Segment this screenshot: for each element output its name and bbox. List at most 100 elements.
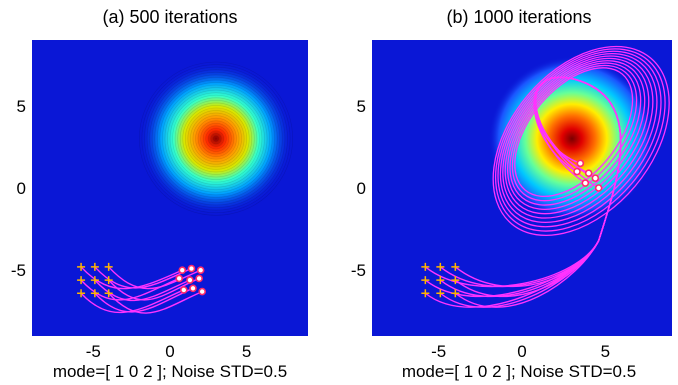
start-marker bbox=[436, 276, 445, 285]
contour-ring bbox=[200, 123, 232, 155]
start-marker bbox=[90, 289, 99, 298]
y-tick-label: 0 bbox=[17, 179, 26, 198]
contour-ring bbox=[159, 82, 273, 196]
start-marker bbox=[77, 289, 86, 298]
end-marker bbox=[573, 167, 581, 176]
contour-ring bbox=[151, 74, 281, 203]
start-marker bbox=[451, 262, 460, 271]
end-marker bbox=[186, 276, 194, 284]
x-tick-label: 0 bbox=[165, 342, 174, 361]
start-marker bbox=[451, 289, 460, 298]
start-marker bbox=[104, 289, 113, 298]
contour-ring bbox=[154, 77, 278, 201]
y-tick-label: 0 bbox=[357, 179, 366, 198]
end-marker bbox=[187, 264, 196, 273]
contour-ring bbox=[185, 107, 247, 170]
trajectory-line bbox=[454, 76, 622, 308]
panel-a-trajectories bbox=[80, 266, 203, 314]
trajectory-loop bbox=[502, 55, 654, 219]
contour-ring bbox=[172, 94, 260, 183]
start-marker bbox=[104, 276, 113, 285]
panel-b-y-ticks: 5 0 -5 bbox=[351, 97, 366, 280]
start-marker bbox=[421, 276, 430, 285]
end-marker bbox=[591, 174, 600, 182]
end-marker bbox=[594, 184, 603, 192]
contour-ring bbox=[164, 87, 268, 191]
panel-b-x-ticks: -5 0 5 bbox=[431, 342, 610, 361]
contour-ring bbox=[190, 112, 242, 165]
trajectory-line bbox=[94, 287, 194, 313]
y-tick-label: 5 bbox=[357, 97, 366, 116]
contour-ring bbox=[182, 105, 250, 173]
start-marker bbox=[90, 262, 99, 271]
contour-ring bbox=[192, 115, 240, 162]
panel-b-title: (b) 1000 iterations bbox=[446, 7, 591, 27]
end-marker bbox=[178, 266, 187, 275]
start-marker bbox=[421, 289, 430, 298]
panel-a-end-markers bbox=[175, 264, 206, 296]
end-marker bbox=[198, 287, 206, 296]
contour-ring bbox=[156, 79, 276, 198]
y-tick-label: 5 bbox=[17, 97, 26, 116]
contour-ring bbox=[139, 61, 293, 216]
contour-ring bbox=[169, 92, 263, 185]
contour-ring bbox=[208, 130, 224, 147]
start-marker bbox=[436, 262, 445, 271]
start-marker bbox=[77, 262, 86, 271]
end-marker bbox=[189, 284, 197, 293]
trajectory-loop bbox=[506, 60, 646, 211]
end-marker bbox=[576, 159, 585, 168]
trajectory-line bbox=[108, 290, 203, 314]
panel-a-x-ticks: -5 0 5 bbox=[86, 342, 252, 361]
start-marker bbox=[77, 276, 86, 285]
end-marker bbox=[180, 286, 188, 294]
panel-a-rings bbox=[139, 61, 293, 216]
contour-ring bbox=[146, 69, 286, 208]
contour-ring bbox=[195, 117, 237, 160]
x-tick-label: 5 bbox=[601, 342, 610, 361]
end-marker bbox=[196, 266, 205, 275]
x-tick-label: -5 bbox=[431, 342, 446, 361]
panel-a-caption: mode=[ 1 0 2 ]; Noise STD=0.5 bbox=[53, 362, 287, 381]
panel-a-title: (a) 500 iterations bbox=[102, 7, 237, 27]
panel-a-start-markers bbox=[77, 262, 113, 298]
start-marker bbox=[436, 289, 445, 298]
panel-a-y-ticks: 5 0 -5 bbox=[11, 97, 26, 280]
panel-a: (a) 500 iterations -5 0 5 5 0 -5 mode=[ 1 0 … bbox=[11, 7, 308, 381]
start-marker bbox=[90, 276, 99, 285]
trajectory-line bbox=[108, 277, 200, 301]
contour-ring bbox=[202, 125, 230, 152]
trajectory-loop bbox=[514, 67, 634, 198]
contour-ring bbox=[177, 100, 255, 178]
contour-ring bbox=[167, 89, 265, 188]
contour-ring bbox=[141, 64, 291, 214]
trajectory-line bbox=[108, 266, 201, 290]
start-marker bbox=[451, 276, 460, 285]
end-marker bbox=[581, 179, 590, 187]
end-marker bbox=[175, 274, 183, 283]
trajectory-line bbox=[80, 277, 180, 301]
contour-ring bbox=[213, 135, 219, 142]
start-marker bbox=[421, 262, 430, 271]
trajectory-loop bbox=[497, 50, 662, 228]
contour-ring bbox=[162, 84, 270, 193]
panel-b-start-markers bbox=[421, 262, 460, 298]
trajectory-loop bbox=[504, 57, 650, 215]
y-tick-label: -5 bbox=[11, 261, 26, 280]
contour-ring bbox=[210, 133, 222, 145]
panel-b-end-markers bbox=[573, 159, 603, 192]
end-marker bbox=[195, 274, 203, 283]
panel-b-caption: mode=[ 1 0 2 ]; Noise STD=0.5 bbox=[402, 362, 636, 381]
contour-ring bbox=[197, 120, 235, 157]
panel-b: (b) 1000 iterations -5 0 5 5 0 -5 mode=[ 1 0… bbox=[351, 7, 672, 381]
start-marker bbox=[104, 262, 113, 271]
x-tick-label: 0 bbox=[517, 342, 526, 361]
x-tick-label: 5 bbox=[242, 342, 251, 361]
contour-ring bbox=[144, 66, 288, 211]
contour-ring bbox=[149, 71, 283, 206]
trajectory-loop bbox=[509, 62, 642, 206]
trajectory-loop bbox=[494, 48, 666, 232]
trajectory-loop bbox=[499, 53, 658, 224]
panel-a-ring-field bbox=[139, 62, 293, 216]
